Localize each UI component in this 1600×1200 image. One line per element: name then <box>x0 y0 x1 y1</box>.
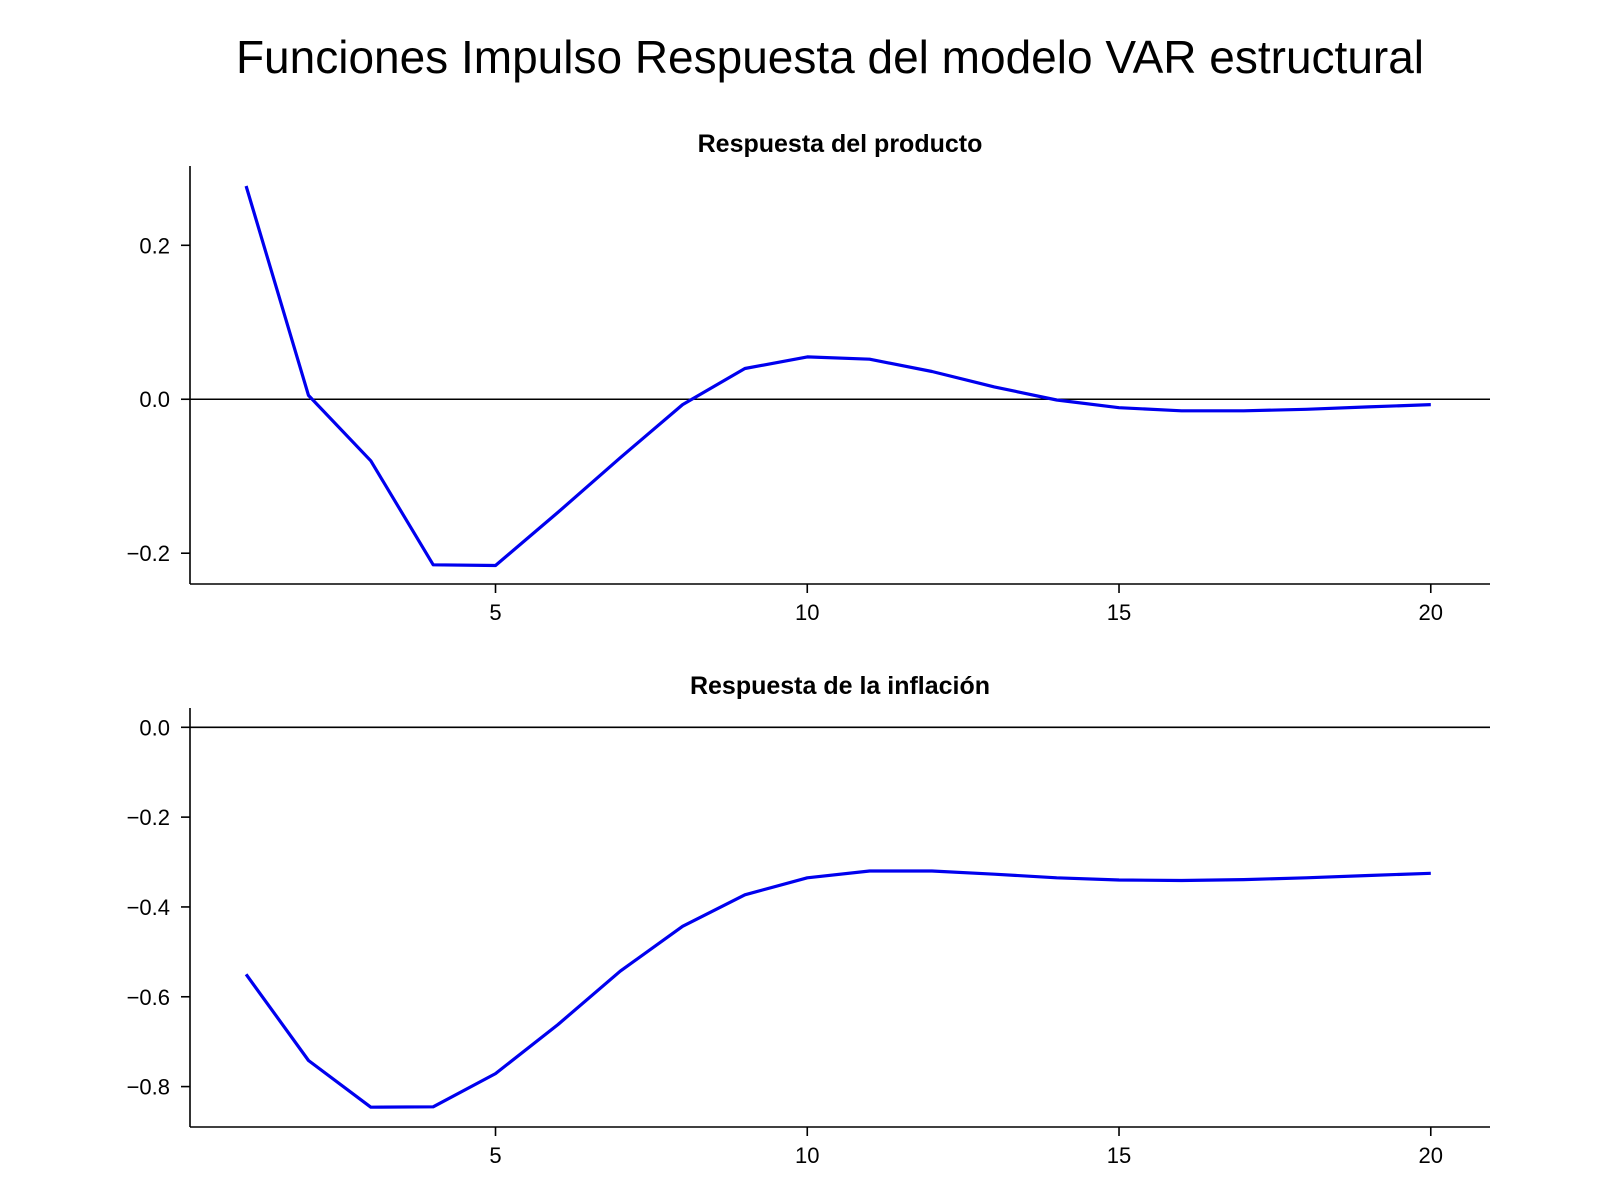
y-tick-label: −0.2 <box>127 805 170 830</box>
x-tick-label: 20 <box>1419 1143 1443 1168</box>
panel-title: Respuesta de la inflación <box>690 672 990 700</box>
series-line <box>244 185 1431 568</box>
x-tick-label: 10 <box>795 600 819 625</box>
figure-title: Funciones Impulso Respuesta del modelo V… <box>235 31 1425 83</box>
series-line <box>244 869 1431 1109</box>
y-tick-label: −0.6 <box>127 985 170 1010</box>
x-tick-label: 15 <box>1107 1143 1131 1168</box>
panel-inflation-response: Respuesta de la inflación 5 10 15 20 −0.8 −0.6… <box>127 672 1490 1168</box>
panel-title: Respuesta del producto <box>698 130 983 158</box>
x-tick-label: 5 <box>489 1143 501 1168</box>
panel-output-response: Respuesta del producto 5 10 15 20 −0.2 0.0 0.2 <box>127 130 1490 625</box>
y-tick-label: −0.4 <box>127 895 170 920</box>
x-tick-label: 5 <box>489 600 501 625</box>
y-tick-label: 0.2 <box>139 233 170 258</box>
x-tick-label: 15 <box>1107 600 1131 625</box>
x-tick-label: 10 <box>795 1143 819 1168</box>
y-tick-label: −0.2 <box>127 541 170 566</box>
y-tick-label: −0.8 <box>127 1075 170 1100</box>
x-tick-label: 20 <box>1419 600 1443 625</box>
y-tick-label: 0.0 <box>139 387 170 412</box>
y-tick-label: 0.0 <box>139 715 170 740</box>
